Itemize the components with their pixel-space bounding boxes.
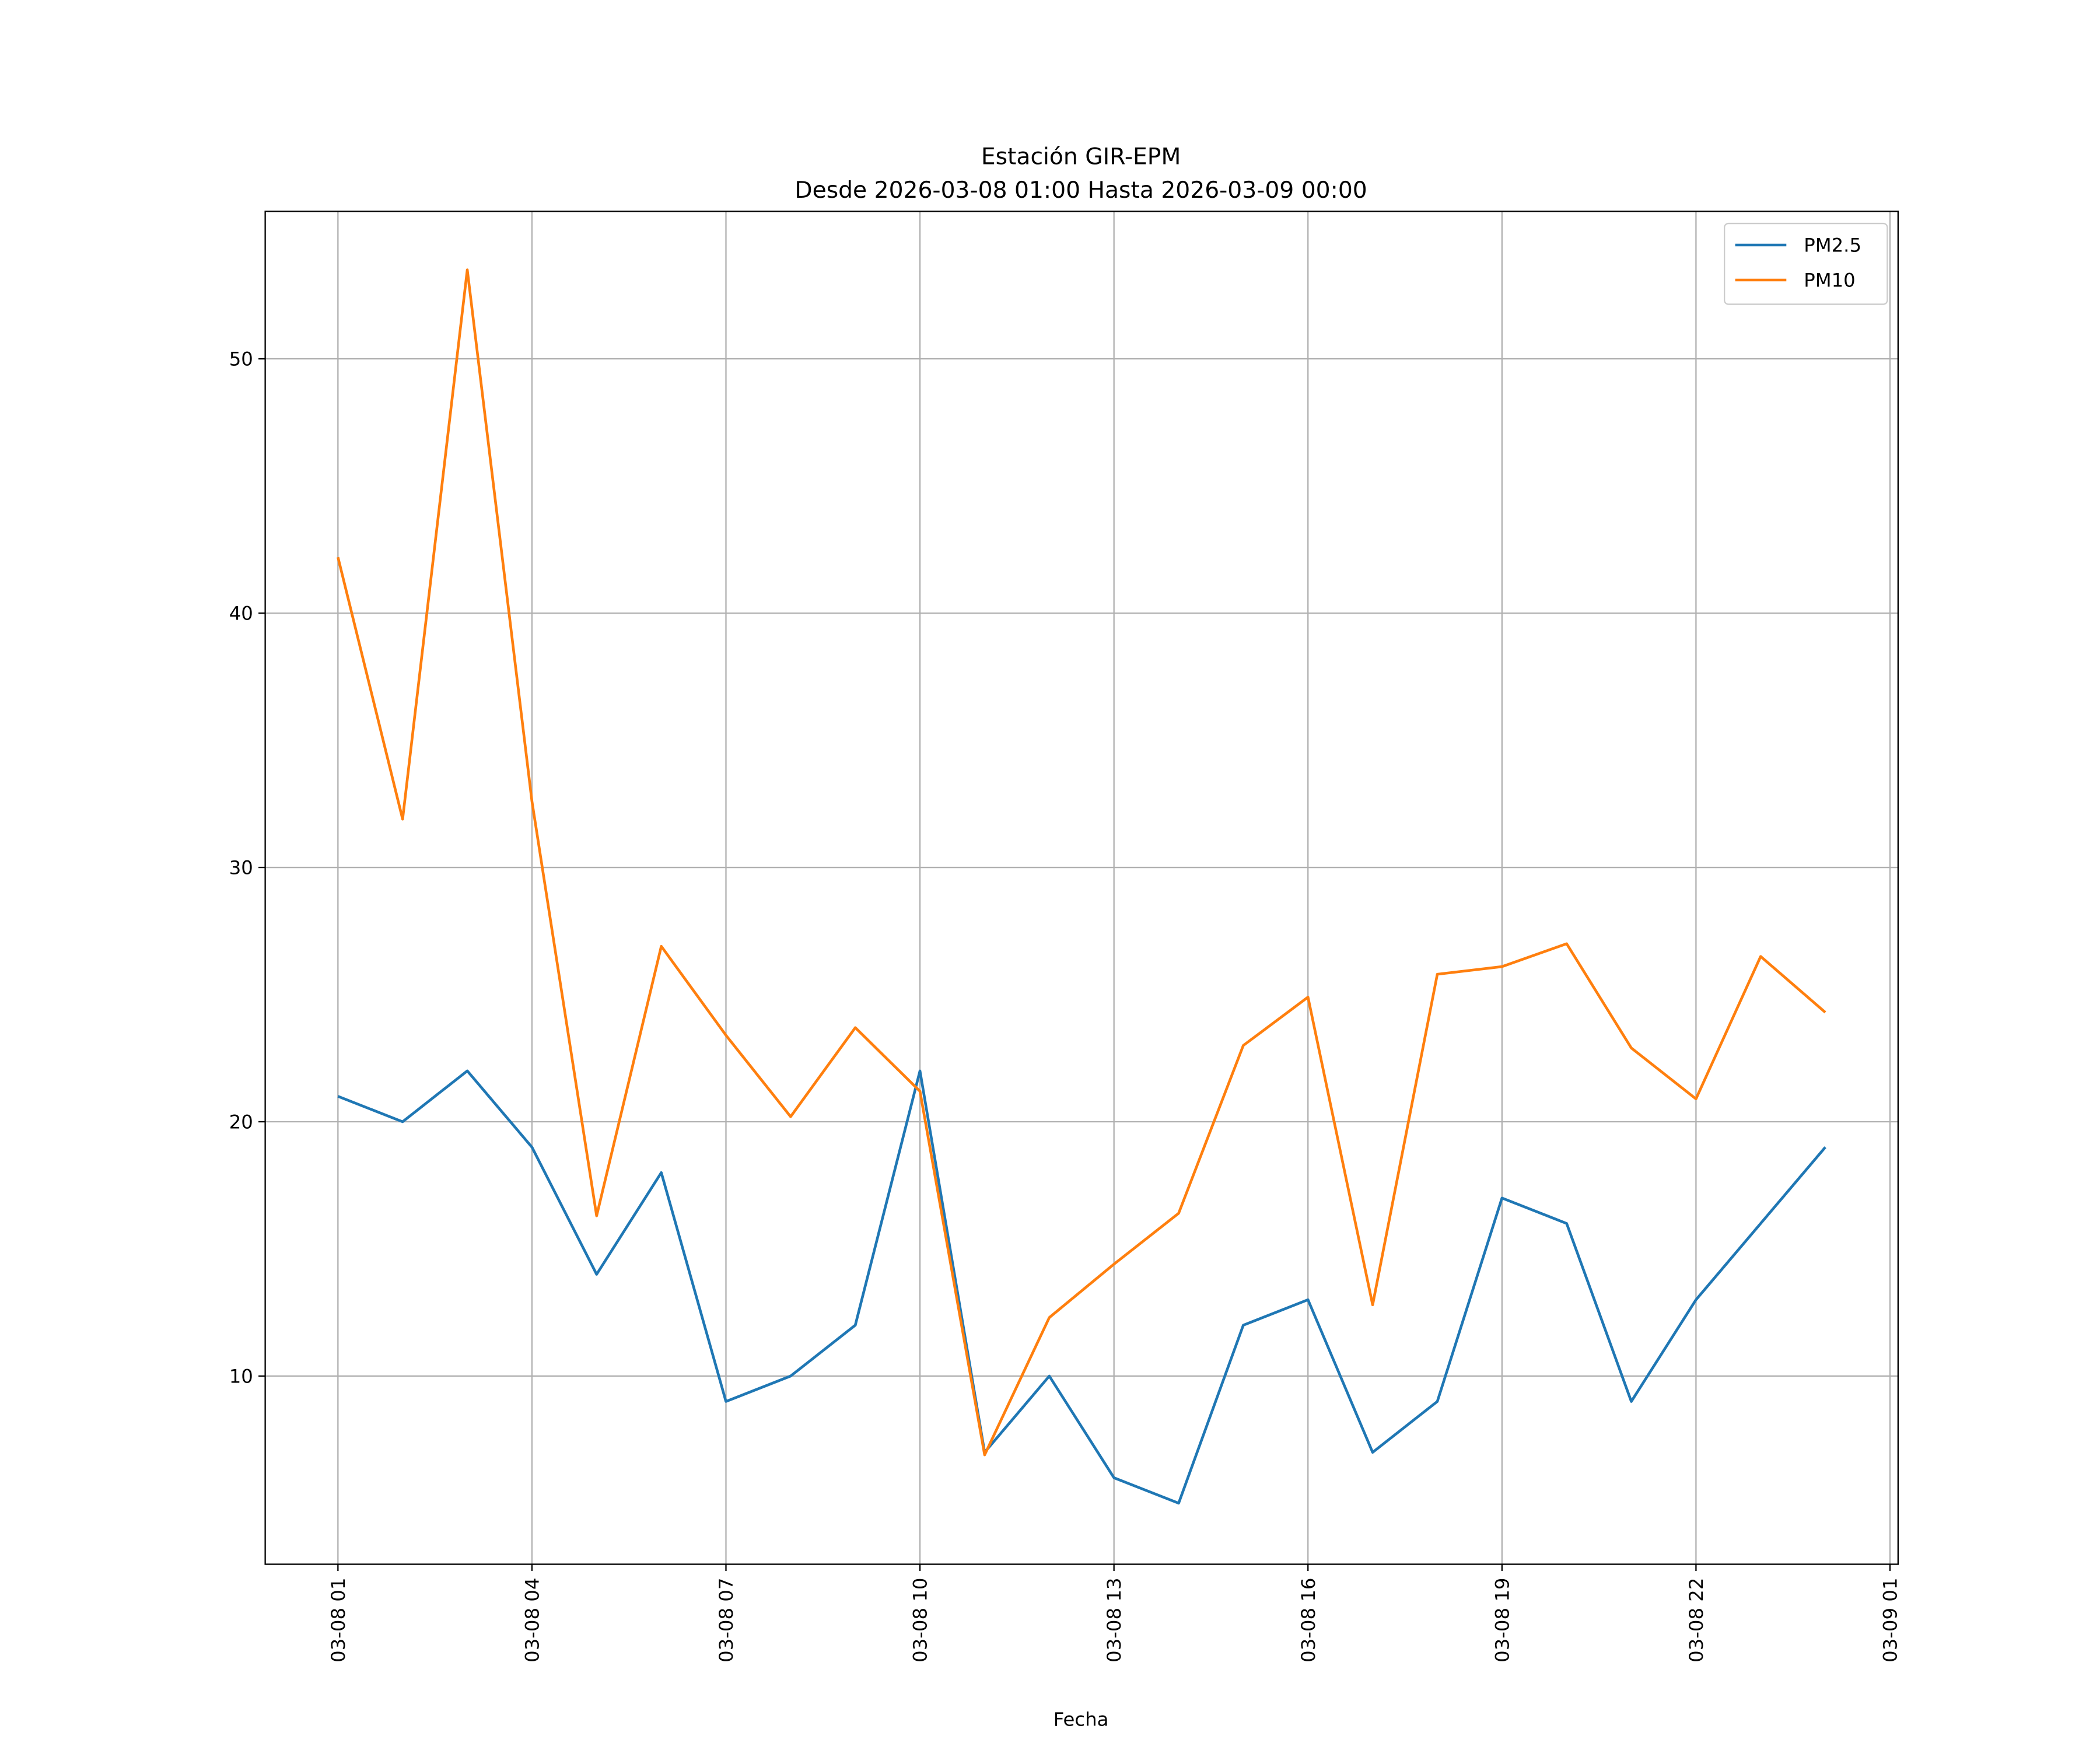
x-tick-label: 03-08 07 bbox=[715, 1578, 737, 1662]
series-lines bbox=[337, 268, 1826, 1505]
legend-label-pm10: PM10 bbox=[1804, 270, 1855, 292]
legend-label-pm25: PM2.5 bbox=[1804, 235, 1861, 257]
plot-frame bbox=[264, 211, 1899, 1565]
y-tick-label: 10 bbox=[229, 1365, 253, 1387]
y-tick-label: 40 bbox=[229, 603, 253, 625]
x-tick-label: 03-08 16 bbox=[1297, 1578, 1320, 1662]
x-tick-label: 03-08 19 bbox=[1491, 1578, 1513, 1662]
y-tick-label: 50 bbox=[229, 348, 253, 370]
chart-title: Estación GIR-EPM bbox=[981, 144, 1181, 170]
y-tick-label: 30 bbox=[229, 857, 253, 879]
grid bbox=[265, 211, 1898, 1564]
legend: PM2.5 PM10 bbox=[1723, 222, 1888, 305]
x-tick-label: 03-08 10 bbox=[909, 1578, 932, 1662]
x-tick-label: 03-08 01 bbox=[327, 1578, 349, 1662]
x-axis-label: Fecha bbox=[1054, 1708, 1109, 1730]
x-tick-label: 03-08 22 bbox=[1685, 1578, 1707, 1662]
series-line-pm10 bbox=[337, 268, 1826, 1457]
x-tick-label: 03-08 13 bbox=[1103, 1578, 1125, 1662]
y-tick-label: 20 bbox=[229, 1111, 253, 1133]
x-tick-label: 03-09 01 bbox=[1880, 1578, 1902, 1662]
chart-subtitle: Desde 2026-03-08 01:00 Hasta 2026-03-09 … bbox=[794, 177, 1367, 204]
x-tick-label: 03-08 04 bbox=[521, 1578, 543, 1662]
series-line-pm25 bbox=[337, 1069, 1826, 1505]
axis-ticks: 03-08 01 03-08 04 03-08 07 03-08 10 03-08 13… bbox=[229, 348, 1902, 1662]
